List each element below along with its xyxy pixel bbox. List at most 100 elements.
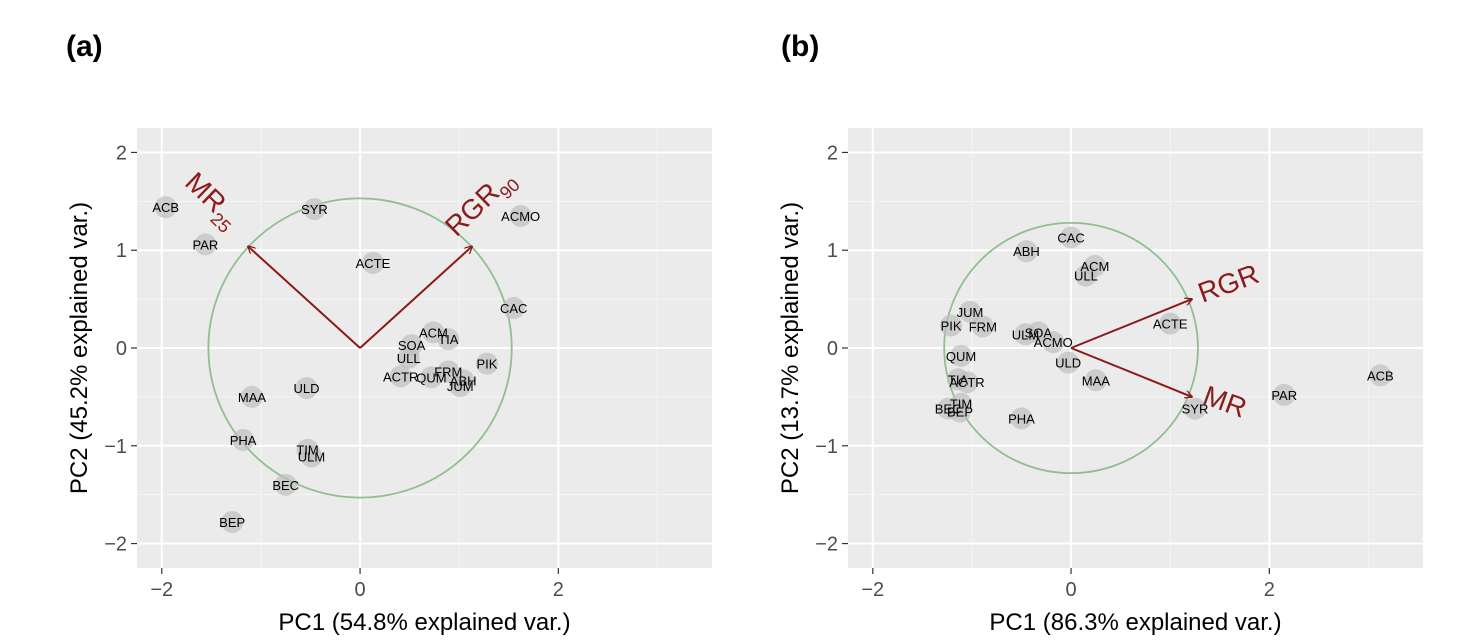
pb-point-label-uld: ULD	[1055, 356, 1081, 371]
pa-x-tick-label: −2	[150, 579, 173, 601]
pb-point-label-bec: BEC	[935, 402, 962, 417]
pa-y-tick-label: −1	[104, 436, 127, 458]
pa-arrow-rgr	[359, 246, 472, 349]
pa-point-label-actr: ACTR	[383, 369, 418, 384]
pb-point-label-ull: ULL	[1074, 269, 1098, 284]
pb-point-ull	[1074, 264, 1097, 287]
pa-point-label-tim: TIM	[296, 443, 318, 458]
pa-point-par	[194, 233, 217, 256]
pb-y-tick-label: 2	[827, 142, 838, 164]
pb-point-maa	[1084, 369, 1107, 392]
pb-point-label-jum: JUM	[957, 305, 984, 320]
pa-point-uld	[295, 377, 318, 400]
pa-point-label-acte: ACTE	[356, 256, 391, 271]
pa-point-label-abh: ABH	[450, 373, 477, 388]
pb-point-cac	[1060, 226, 1083, 249]
pb-point-label-par: PAR	[1271, 388, 1297, 403]
pa-point-label-bec: BEC	[272, 478, 299, 493]
pb-point-label-qum: QUM	[946, 349, 976, 364]
pb-point-label-abh: ABH	[1013, 244, 1040, 259]
pb-point-label-tia: TIA	[948, 372, 969, 387]
pa-point-acmo	[509, 205, 532, 227]
pb-point-acte	[1159, 312, 1182, 335]
pa-y-tick-label: −2	[104, 534, 127, 556]
pa-point-label-maa: MAA	[238, 390, 267, 405]
pa-point-actr	[389, 365, 412, 388]
pb-y-tick-label: −1	[815, 436, 838, 458]
pa-point-label-bep: BEP	[219, 515, 245, 530]
pb-correlation-circle	[943, 221, 1199, 475]
pa-point-label-par: PAR	[193, 237, 219, 252]
pa-x-tick-label: 0	[354, 579, 365, 601]
pa-point-label-syr: SYR	[301, 202, 328, 217]
pa-point-tia	[437, 328, 460, 351]
pa-point-label-ull: ULL	[397, 351, 421, 366]
pb-y-tick-label: 0	[827, 338, 838, 360]
pa-point-pha	[232, 428, 255, 451]
pa-y-tick-label: 1	[116, 240, 127, 262]
pb-point-acmo	[1042, 331, 1065, 354]
pa-point-label-acm: ACM	[419, 325, 448, 340]
pa-point-cac	[502, 296, 525, 319]
pa-point-label-tia: TIA	[438, 332, 459, 347]
pb-point-abh	[1015, 240, 1038, 263]
pb-point-label-acb: ACB	[1367, 368, 1394, 383]
pa-y-tick-label: 2	[116, 142, 127, 164]
pa-arrow-mr	[248, 246, 361, 349]
pa-point-bep	[221, 511, 244, 534]
pa-point-label-acb: ACB	[152, 200, 179, 215]
pb-point-label-ulm: ULM	[1012, 327, 1039, 342]
pb-point-label-acmo: ACMO	[1034, 335, 1073, 350]
pb-y-axis-title: PC2 (13.7% explained var.)	[777, 202, 804, 494]
pb-point-par	[1273, 383, 1296, 406]
pa-point-bec	[274, 473, 297, 496]
pb-x-tick-label: 0	[1065, 579, 1076, 601]
pb-point-label-pha: PHA	[1008, 411, 1035, 426]
pb-point-label-soa: SOA	[1025, 325, 1053, 340]
pa-point-syr	[303, 198, 326, 221]
pb-arrow-mr	[1070, 347, 1192, 397]
pa-point-label-frm: FRM	[434, 364, 462, 379]
pb-point-label-cac: CAC	[1057, 231, 1084, 246]
pa-point-label-ulm: ULM	[298, 450, 325, 465]
pb-arrow-rgr	[1070, 299, 1192, 349]
pb-point-label-acm: ACM	[1080, 259, 1109, 274]
pb-y-tick-label: −2	[815, 534, 838, 556]
pb-point-label-bep: BEP	[947, 405, 973, 420]
pa-point-label-pik: PIK	[476, 357, 497, 372]
pa-point-label-qum: QUM	[416, 370, 446, 385]
pb-point-pha	[1010, 407, 1033, 430]
pb-point-qum	[950, 344, 973, 367]
pa-point-acte	[361, 251, 384, 274]
pb-x-axis-title: PC1 (86.3% explained var.)	[989, 609, 1281, 636]
pb-y-tick-label: 1	[827, 240, 838, 262]
pa-point-pik	[475, 352, 498, 375]
pa-point-label-acmo: ACMO	[501, 209, 540, 224]
pa-point-ulm	[300, 445, 323, 468]
pa-x-axis-title: PC1 (54.8% explained var.)	[278, 609, 570, 636]
pa-point-label-pha: PHA	[230, 433, 257, 448]
pb-point-syr	[1183, 397, 1206, 420]
panel-label-a: (a)	[66, 30, 103, 63]
pb-point-actr	[955, 371, 978, 394]
pa-point-ull	[397, 346, 420, 369]
pb-x-tick-label: 2	[1264, 579, 1275, 601]
pa-point-acb	[154, 196, 177, 219]
pb-point-label-maa: MAA	[1082, 373, 1111, 388]
pa-point-jum	[449, 375, 472, 398]
pb-point-label-frm: FRM	[969, 319, 997, 334]
pb-point-label-tim: TIM	[950, 397, 972, 412]
pa-correlation-circle	[207, 197, 513, 499]
pb-point-label-pik: PIK	[941, 319, 962, 334]
pa-point-maa	[241, 385, 263, 408]
panel-label-b: (b)	[781, 30, 820, 63]
pb-point-pik	[940, 314, 963, 337]
pb-point-acb	[1369, 364, 1392, 387]
pa-y-tick-label: 0	[116, 338, 127, 360]
pb-point-bep	[949, 400, 972, 423]
pa-y-axis-title: PC2 (45.2% explained var.)	[66, 202, 93, 494]
pa-point-label-uld: ULD	[294, 381, 320, 396]
pb-point-label-actr: ACTR	[949, 375, 984, 390]
